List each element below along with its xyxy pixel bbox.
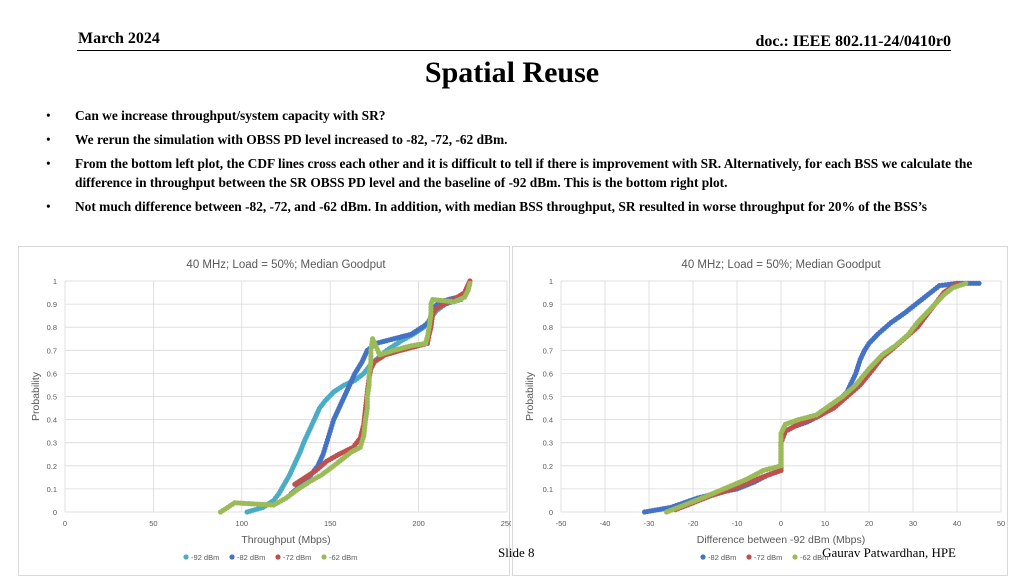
- header-doc-id: doc.: IEEE 802.11-24/0410r0: [755, 33, 951, 50]
- y-tick-label: 0.4: [47, 416, 57, 425]
- bullet-symbol: •: [46, 156, 51, 171]
- legend-marker: [183, 554, 189, 560]
- y-axis-title: Probability: [30, 371, 42, 421]
- y-tick-label: 0: [53, 508, 57, 517]
- y-tick-label: 0.4: [543, 416, 553, 425]
- legend-label: -82 dBm: [708, 553, 736, 562]
- bullet-text: We rerun the simulation with OBSS PD lev…: [75, 132, 508, 147]
- bullet-item: • Can we increase throughput/system capac…: [46, 106, 996, 125]
- y-axis-title: Probability: [524, 371, 536, 421]
- x-tick-label: -20: [688, 519, 699, 528]
- legend-marker: [229, 554, 235, 560]
- x-tick-label: 40: [953, 519, 961, 528]
- y-tick-label: 0: [549, 508, 553, 517]
- x-tick-label: 250: [501, 519, 511, 528]
- slide-title: Spatial Reuse: [424, 56, 600, 89]
- header-date: March 2024: [78, 30, 160, 47]
- y-tick-label: 0.9: [543, 300, 553, 309]
- legend-label: -72 dBm: [283, 553, 311, 562]
- legend-label: -62 dBm: [329, 553, 357, 562]
- bullet-symbol: •: [46, 199, 51, 214]
- chart-right-panel: 40 MHz; Load = 50%; Median Goodput 0 0.1 0.…: [512, 246, 1008, 576]
- y-tick-label: 1: [53, 277, 57, 286]
- legend-marker: [275, 554, 281, 560]
- legend-label: -72 dBm: [754, 553, 782, 562]
- legend-marker: [700, 554, 706, 560]
- bullet-text: From the bottom left plot, the CDF lines…: [75, 156, 973, 190]
- x-tick-label: -10: [732, 519, 743, 528]
- y-tick-label: 0.8: [47, 323, 57, 332]
- legend-label: -82 dBm: [237, 553, 265, 562]
- chart-title: 40 MHz; Load = 50%; Median Goodput: [681, 259, 881, 271]
- footer-author: Gaurav Patwardhan, HPE: [822, 545, 956, 560]
- x-tick-label: 20: [865, 519, 873, 528]
- y-tick-label: 0.2: [47, 462, 57, 471]
- bullet-item: • Not much difference between -82, -72, a…: [46, 197, 996, 216]
- x-tick-label: 50: [997, 519, 1005, 528]
- y-tick-label: 0.7: [543, 346, 553, 355]
- x-tick-label: 10: [821, 519, 829, 528]
- legend-label: -92 dBm: [191, 553, 219, 562]
- x-tick-label: 30: [909, 519, 917, 528]
- bullet-symbol: •: [46, 108, 51, 123]
- data-point: [963, 280, 969, 286]
- y-tick-label: 0.5: [47, 393, 57, 402]
- chart-title: 40 MHz; Load = 50%; Median Goodput: [186, 259, 386, 271]
- x-tick-label: -50: [556, 519, 567, 528]
- y-tick-label: 0.6: [543, 369, 553, 378]
- bullet-list: • Can we increase throughput/system capac…: [46, 106, 996, 221]
- bullet-symbol: •: [46, 132, 51, 147]
- bullet-item: • From the bottom left plot, the CDF line…: [46, 154, 996, 192]
- x-tick-label: 150: [324, 519, 337, 528]
- y-tick-label: 0.3: [543, 439, 553, 448]
- x-tick-label: -30: [644, 519, 655, 528]
- x-tick-label: 50: [149, 519, 157, 528]
- y-tick-label: 0.1: [47, 485, 57, 494]
- data-point: [467, 280, 473, 286]
- legend-marker: [746, 554, 752, 560]
- x-tick-label: 0: [63, 519, 67, 528]
- y-tick-label: 0.6: [47, 369, 57, 378]
- footer-slide-number: Slide 8: [498, 545, 535, 560]
- x-axis-title: Throughput (Mbps): [241, 534, 330, 546]
- y-tick-label: 0.9: [47, 300, 57, 309]
- legend-label: -62 dBm: [800, 553, 828, 562]
- chart-left-panel: 40 MHz; Load = 50%; Median Goodput 0 0.1 0.…: [18, 246, 511, 576]
- x-axis-title: Difference between -92 dBm (Mbps): [697, 534, 865, 546]
- header-rule: [77, 50, 951, 51]
- chart-left: 40 MHz; Load = 50%; Median Goodput 0 0.1 0.…: [30, 259, 511, 562]
- x-tick-label: -40: [600, 519, 611, 528]
- y-tick-label: 0.1: [543, 485, 553, 494]
- y-tick-label: 0.2: [543, 462, 553, 471]
- x-tick-label: 0: [779, 519, 783, 528]
- chart-right: 40 MHz; Load = 50%; Median Goodput 0 0.1 0.…: [524, 259, 1005, 562]
- x-tick-label: 100: [236, 519, 249, 528]
- bullet-text: Not much difference between -82, -72, an…: [75, 199, 928, 214]
- data-point: [976, 280, 982, 286]
- x-tick-label: 200: [412, 519, 425, 528]
- legend-marker: [321, 554, 327, 560]
- bullet-item: • We rerun the simulation with OBSS PD le…: [46, 130, 996, 149]
- y-tick-label: 0.8: [543, 323, 553, 332]
- y-tick-label: 0.5: [543, 393, 553, 402]
- y-tick-label: 1: [549, 277, 553, 286]
- y-tick-label: 0.3: [47, 439, 57, 448]
- legend-marker: [792, 554, 798, 560]
- y-tick-label: 0.7: [47, 346, 57, 355]
- bullet-text: Can we increase throughput/system capaci…: [75, 108, 386, 123]
